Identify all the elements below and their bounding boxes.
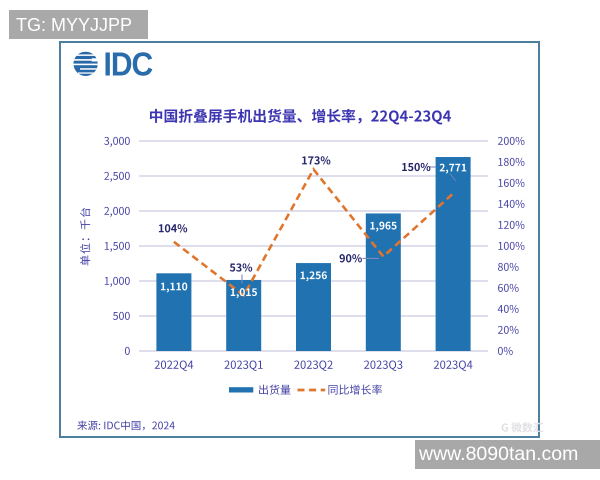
svg-text:IDC: IDC	[104, 50, 154, 80]
